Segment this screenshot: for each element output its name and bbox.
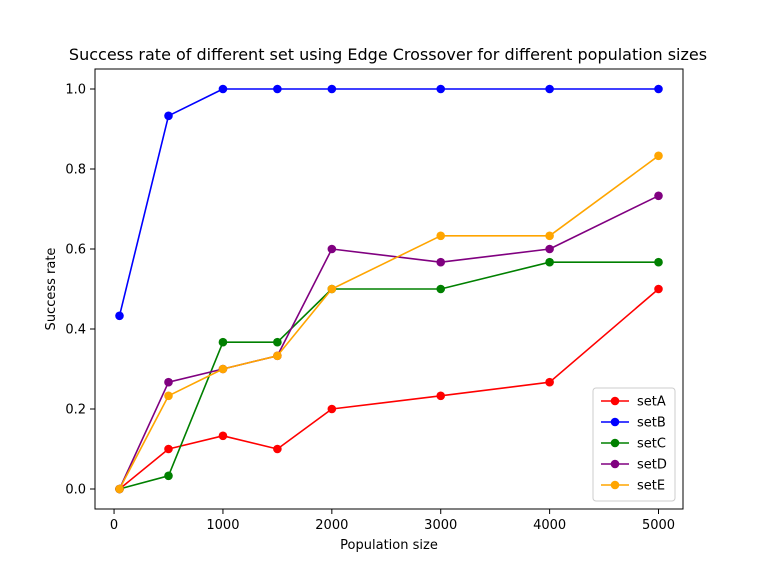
data-point-setC — [436, 284, 446, 294]
data-point-setA — [218, 431, 228, 441]
x-tick-label: 1000 — [206, 518, 239, 533]
legend-marker — [610, 459, 620, 469]
series-line-setD — [118, 195, 659, 490]
data-point-setC — [273, 337, 282, 347]
data-point-setE — [164, 391, 173, 401]
legend-label: setD — [637, 458, 667, 473]
data-point-setD — [327, 244, 337, 254]
y-tick-label: 0.4 — [65, 323, 86, 338]
data-point-setD — [436, 257, 446, 267]
data-point-setA — [164, 444, 173, 454]
data-point-setB — [115, 311, 124, 321]
legend-item-setD: setD — [601, 458, 667, 473]
data-point-setB — [327, 84, 337, 94]
series-line-setC — [119, 261, 659, 490]
data-point-setB — [654, 84, 663, 94]
x-tick-label: 2000 — [315, 518, 348, 533]
data-point-setA — [273, 444, 282, 454]
legend-label: setA — [637, 395, 666, 410]
legend-item-setA: setA — [601, 395, 666, 410]
data-point-setE — [654, 151, 663, 161]
data-point-setB — [218, 84, 228, 94]
data-point-setA — [545, 377, 554, 387]
data-point-setA — [327, 404, 337, 414]
data-point-setB — [436, 84, 446, 94]
y-tick-label: 0.8 — [65, 163, 86, 178]
data-point-setC — [164, 471, 173, 481]
series-line-setA — [118, 288, 660, 490]
series-setE — [115, 151, 663, 494]
data-point-setE — [545, 231, 554, 241]
chart-title: Success rate of different set using Edge… — [69, 45, 707, 64]
data-point-setB — [273, 84, 282, 94]
legend-marker — [610, 480, 620, 490]
series-line-setB — [118, 88, 659, 316]
legend-label: setB — [637, 416, 666, 431]
data-point-setE — [273, 351, 282, 361]
y-tick-label: 0.0 — [65, 483, 86, 498]
legend-label: setC — [637, 437, 666, 452]
legend-marker — [610, 438, 620, 448]
data-point-setD — [545, 244, 554, 254]
plot-frame — [94, 68, 684, 510]
y-axis-label: Success rate — [44, 248, 59, 331]
legend-item-setE: setE — [601, 479, 665, 494]
data-point-setA — [654, 284, 663, 294]
y-tick-label: 1.0 — [65, 83, 86, 98]
legend: setA setB setC setD setE — [592, 387, 676, 502]
data-point-setB — [164, 111, 173, 121]
series-layer — [115, 84, 663, 494]
data-point-setB — [545, 84, 554, 94]
legend-box — [592, 387, 676, 502]
data-point-setD — [164, 377, 173, 387]
x-axis: 0 1000 2000 3000 4000 5000 — [110, 509, 675, 533]
data-point-setE — [115, 484, 124, 494]
x-tick-label: 0 — [110, 518, 118, 533]
x-tick-label: 5000 — [642, 518, 675, 533]
x-tick-label: 4000 — [533, 518, 566, 533]
legend-item-setC: setC — [601, 437, 666, 452]
x-axis-label: Population size — [340, 538, 438, 553]
data-point-setE — [218, 364, 228, 374]
y-tick-label: 0.6 — [65, 243, 86, 258]
legend-marker — [610, 396, 620, 406]
series-setB — [115, 84, 663, 321]
legend-item-setB: setB — [601, 416, 666, 431]
data-point-setC — [218, 337, 228, 347]
data-point-setE — [327, 284, 337, 294]
data-point-setD — [654, 191, 663, 201]
data-point-setE — [436, 231, 446, 241]
y-tick-label: 0.2 — [65, 403, 86, 418]
legend-label: setE — [637, 479, 665, 494]
y-axis: 0.0 0.2 0.4 0.6 0.8 1.0 — [65, 83, 95, 498]
legend-marker — [610, 417, 620, 427]
data-point-setA — [436, 391, 446, 401]
series-line-setE — [118, 155, 659, 490]
data-point-setC — [654, 257, 663, 267]
x-tick-label: 3000 — [424, 518, 457, 533]
data-point-setC — [545, 257, 554, 267]
